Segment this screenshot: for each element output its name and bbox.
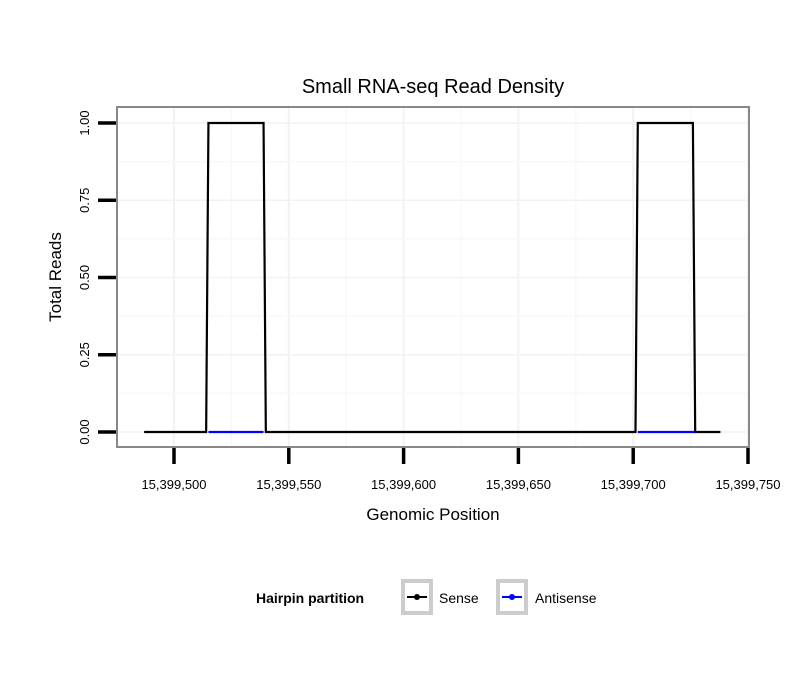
- x-tick-label: 15,399,750: [715, 477, 780, 492]
- legend-label-sense: Sense: [439, 590, 479, 606]
- legend-label-antisense: Antisense: [535, 590, 597, 606]
- legend-item-sense[interactable]: Sense: [401, 579, 479, 615]
- y-tick-label: 0.75: [77, 188, 92, 213]
- legend-title: Hairpin partition: [256, 590, 364, 606]
- legend-point-antisense: [509, 594, 515, 600]
- x-tick-label: 15,399,650: [486, 477, 551, 492]
- y-tick-label: 0.50: [77, 265, 92, 290]
- y-tick-label: 1.00: [77, 110, 92, 135]
- x-tick-label: 15,399,550: [256, 477, 321, 492]
- y-axis-label: Total Reads: [46, 232, 65, 322]
- x-tick-label: 15,399,500: [141, 477, 206, 492]
- plot-panel: 15,399,500 15,399,550 15,399,600 15,399,650…: [77, 106, 781, 492]
- series-line-sense: [144, 121, 721, 434]
- legend-point-sense: [414, 594, 420, 600]
- y-tick-label: 0.00: [77, 419, 92, 444]
- y-tick-label: 0.25: [77, 342, 92, 367]
- legend: Hairpin partition Sense Antisense: [256, 579, 597, 615]
- x-tick-label: 15,399,600: [371, 477, 436, 492]
- x-tick-label: 15,399,700: [601, 477, 666, 492]
- x-axis-label: Genomic Position: [366, 505, 499, 524]
- chart-title: Small RNA-seq Read Density: [302, 76, 564, 98]
- legend-item-antisense[interactable]: Antisense: [496, 579, 597, 615]
- panel-border: [116, 106, 750, 448]
